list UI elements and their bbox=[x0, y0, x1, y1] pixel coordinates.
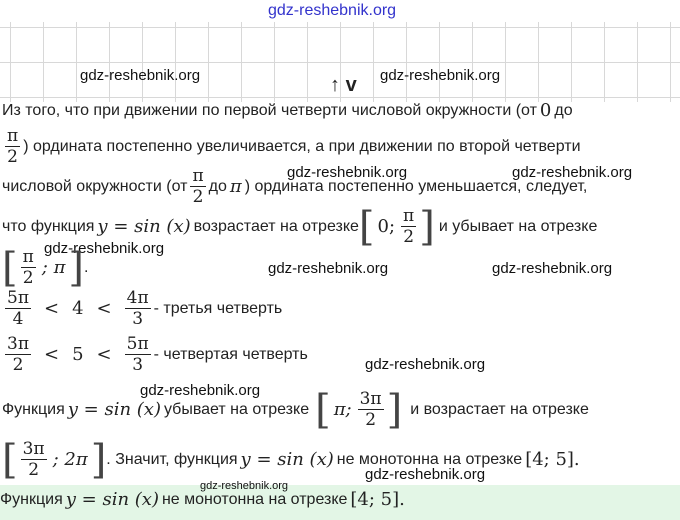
watermark: gdz-reshebnik.org bbox=[365, 466, 486, 483]
text-line: π 2) ордината постепенно увеличивается, а… bbox=[2, 126, 581, 167]
grid-background bbox=[0, 22, 680, 102]
fraction: 5π 4 bbox=[5, 288, 31, 329]
text-line: Из того, что при движении по первой четв… bbox=[2, 100, 573, 121]
fraction: 4π 3 bbox=[124, 288, 151, 329]
bracket: ] bbox=[419, 203, 435, 250]
watermark: gdz-reshebnik.org bbox=[380, 67, 501, 84]
text-line: [3π 2; 2π] . Значит, функция y = sin (x) не… bbox=[2, 439, 583, 480]
text: Функция bbox=[0, 490, 63, 508]
text: возрастает на отрезке bbox=[193, 217, 359, 235]
text: числовой окружности (от bbox=[2, 177, 188, 195]
text: ) ордината постепенно уменьшается, следу… bbox=[244, 177, 588, 195]
text: Функция bbox=[2, 400, 65, 418]
math: < bbox=[44, 298, 60, 319]
fraction: 3π 2 bbox=[20, 439, 47, 480]
fraction: 5π 3 bbox=[124, 334, 151, 375]
text-line: 5π 4 <4 <4π 3- третья четверть bbox=[2, 288, 282, 329]
math: ; π bbox=[41, 257, 66, 278]
math: π bbox=[229, 176, 242, 197]
text-line: 3π 2 <5 <5π 3- четвертая четверть bbox=[2, 334, 308, 375]
math: 5 bbox=[72, 344, 84, 365]
math: < bbox=[44, 344, 60, 365]
text: до bbox=[554, 101, 573, 119]
text: ) ордината постепенно увеличивается, а п… bbox=[23, 137, 581, 155]
answer-text: Функция y = sin (x) не монотонна на отрезк… bbox=[0, 489, 408, 510]
text: не монотонна на отрезке bbox=[336, 450, 523, 468]
bracket: [ bbox=[315, 386, 331, 433]
math: 0 bbox=[539, 100, 552, 121]
fraction: 3π 2 bbox=[357, 389, 384, 430]
math: 0; bbox=[377, 216, 396, 237]
watermark: gdz-reshebnik.org bbox=[512, 164, 633, 181]
bracket: [ bbox=[2, 436, 18, 483]
math: y = sin (x) bbox=[67, 399, 161, 420]
text: - четвертая четверть bbox=[153, 345, 308, 363]
text-line: числовой окружности (от π 2 до π) ордината п… bbox=[2, 166, 587, 207]
watermark: gdz-reshebnik.org bbox=[200, 480, 289, 492]
math: y = sin (x) bbox=[65, 489, 159, 510]
text: - третья четверть bbox=[153, 299, 283, 317]
text-line: Функция y = sin (x) убывает на отрезке [π;… bbox=[2, 389, 589, 430]
watermark: gdz-reshebnik.org bbox=[365, 356, 486, 373]
text-line: что функция y = sin (x) возрастает на отре… bbox=[2, 206, 597, 247]
text: убывает на отрезке bbox=[163, 400, 310, 418]
math: < bbox=[96, 344, 112, 365]
text: не монотонна на отрезке bbox=[161, 490, 348, 508]
watermark: gdz-reshebnik.org bbox=[44, 240, 165, 257]
text: что функция bbox=[2, 217, 95, 235]
math: π; bbox=[333, 399, 352, 420]
text: и убывает на отрезке bbox=[438, 217, 598, 235]
watermark: gdz-reshebnik.org bbox=[80, 67, 201, 84]
watermark: gdz-reshebnik.org bbox=[287, 164, 408, 181]
bracket: ] bbox=[90, 436, 107, 483]
text: и возрастает на отрезке bbox=[410, 400, 589, 418]
math: y = sin (x) bbox=[240, 449, 334, 470]
math: 4 bbox=[72, 298, 84, 319]
watermark: gdz-reshebnik.org bbox=[492, 260, 613, 277]
fraction: 3π 2 bbox=[5, 334, 31, 375]
watermark: gdz-reshebnik.org bbox=[268, 2, 397, 19]
arrow-up-icon[interactable]: ↑ bbox=[330, 74, 340, 96]
math: [4; 5]. bbox=[525, 449, 580, 470]
text: . bbox=[84, 258, 89, 276]
nav-arrows[interactable]: ↑ v bbox=[330, 74, 357, 97]
math: y = sin (x) bbox=[97, 216, 191, 237]
math: [4; 5]. bbox=[350, 489, 405, 510]
arrow-down-icon[interactable]: v bbox=[345, 74, 357, 96]
watermark: gdz-reshebnik.org bbox=[268, 260, 389, 277]
answer-box: Функция y = sin (x) не монотонна на отрезк… bbox=[0, 485, 680, 520]
text: . Значит, функция bbox=[106, 450, 238, 468]
bracket: [ bbox=[2, 244, 18, 291]
watermark: gdz-reshebnik.org bbox=[140, 382, 261, 399]
text: Из того, что при движении по первой четв… bbox=[2, 101, 537, 119]
bracket: ] bbox=[68, 244, 85, 291]
math: ; 2π bbox=[52, 449, 88, 470]
text-line: [π 2; π]. bbox=[2, 247, 88, 288]
math: < bbox=[96, 298, 112, 319]
text: до bbox=[208, 177, 227, 195]
bracket: ] bbox=[386, 386, 403, 433]
bracket: [ bbox=[358, 203, 375, 250]
